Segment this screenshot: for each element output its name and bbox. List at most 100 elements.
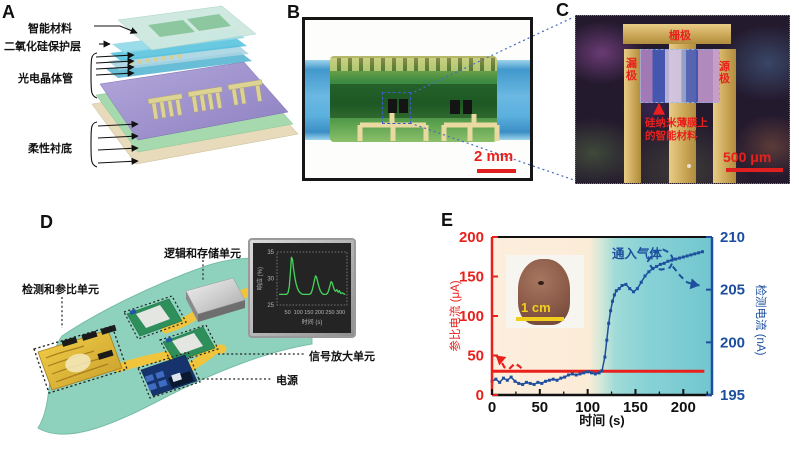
- monitor-chart-bg: [253, 243, 351, 333]
- data-point: [563, 375, 567, 379]
- transistor-chip: [399, 99, 408, 113]
- monitor-xtick-label: 100: [294, 310, 303, 316]
- annotation-smart-material: 智能材料: [28, 23, 72, 35]
- data-point: [609, 309, 613, 313]
- monitor-plot-frame: [276, 251, 348, 306]
- data-point: [632, 290, 636, 294]
- right-tick-label: 210: [720, 229, 745, 246]
- data-point: [697, 251, 701, 255]
- data-point: [586, 370, 590, 374]
- monitor-response-curve: [279, 256, 346, 296]
- data-point: [689, 253, 693, 257]
- scale-bar-label: 500 μm: [723, 149, 772, 165]
- drain-label: 漏极: [626, 58, 637, 83]
- monitor-ytick-label: 35: [267, 250, 274, 256]
- data-point: [509, 375, 513, 379]
- monitor-ytick-label: 30: [267, 277, 274, 283]
- data-point: [612, 293, 616, 297]
- monitor-xlabel: 时间 (s): [302, 318, 323, 326]
- material-note-line1: 硅纳米薄膜上: [645, 117, 708, 129]
- source-label: 源极: [719, 61, 730, 86]
- transistor-pattern-squares: [130, 53, 182, 65]
- data-point: [521, 382, 525, 386]
- data-point: [559, 376, 563, 380]
- x-axis-title: 时间 (s): [579, 413, 625, 428]
- annotation-substrate: 柔性衬底: [28, 143, 72, 155]
- data-point: [674, 257, 678, 261]
- data-point: [670, 258, 674, 262]
- data-point: [490, 379, 494, 383]
- monitor-xtick-label: 300: [336, 310, 345, 316]
- data-point: [597, 371, 601, 375]
- data-point: [693, 252, 697, 256]
- data-point: [567, 373, 571, 377]
- data-point: [589, 371, 593, 375]
- data-point: [494, 377, 498, 381]
- left-axis-title: 参比电流 (μA): [448, 280, 462, 351]
- annotation-sio2: 二氧化硅保护层: [4, 41, 81, 53]
- scale-bar: [726, 168, 783, 172]
- monitor-chart: 25 30 35 50 100 150 200 250 300 时间 (s) 响应 (%): [253, 243, 351, 333]
- data-point: [555, 378, 559, 382]
- gate-electrode-bar: [623, 24, 731, 44]
- drain-electrode-bar: [624, 49, 641, 183]
- data-point: [582, 371, 586, 375]
- data-point: [681, 255, 685, 259]
- detection-current-dashed-arrow: [672, 265, 700, 287]
- data-point: [547, 378, 551, 382]
- transistor-chip: [388, 99, 397, 113]
- data-point: [662, 261, 666, 265]
- film-top-texture: [330, 58, 497, 71]
- data-point: [600, 369, 604, 373]
- left-tick-label: 200: [459, 229, 484, 246]
- transistor-micrograph: 栅极 漏极 源极 硅纳米薄膜上 的智能材料 500 μm: [575, 15, 790, 184]
- transistor-chip: [463, 100, 472, 114]
- data-point: [505, 378, 509, 382]
- data-point: [628, 287, 632, 291]
- data-point: [498, 380, 502, 384]
- gate-label: 栅极: [669, 30, 691, 42]
- data-point: [647, 270, 651, 274]
- reference-current-dashed-arrow: [495, 354, 526, 372]
- data-point: [607, 321, 611, 325]
- annotation-power: 电源: [276, 375, 298, 387]
- monitor-ylabel: 响应 (%): [256, 267, 264, 290]
- data-point: [666, 259, 670, 263]
- monitor-xtick-label: 50: [285, 310, 291, 316]
- phototransistor-purple-layer: [99, 61, 289, 141]
- data-point: [570, 372, 574, 376]
- logic-storage-chip: [185, 277, 246, 322]
- data-point: [651, 267, 655, 271]
- gold-electrode-combs: [147, 79, 263, 120]
- left-tick-label: 150: [459, 269, 484, 286]
- power-chip: [137, 351, 201, 399]
- monitor-screen: 25 30 35 50 100 150 200 250 300 时间 (s) 响应 (%): [253, 243, 351, 333]
- data-point: [700, 250, 704, 254]
- data-point: [635, 287, 639, 291]
- sio2-layer-shape: [112, 29, 245, 53]
- smart-material-region: [640, 49, 720, 103]
- panel-a-label: A: [2, 2, 15, 22]
- data-point: [574, 373, 578, 377]
- annotation-signal-amp: 信号放大单元: [309, 351, 375, 363]
- monitor-xtick-label: 200: [315, 310, 324, 316]
- amplifier-chip-2: [159, 324, 219, 365]
- material-note-line2: 的智能材料: [645, 130, 698, 142]
- left-tick-label: 50: [467, 348, 484, 365]
- substrate-bracket: [90, 121, 98, 168]
- data-point: [624, 282, 628, 286]
- panel-d-label: D: [40, 212, 53, 232]
- right-axis-title: 检测电流 (nA): [754, 285, 768, 356]
- data-point: [528, 381, 532, 385]
- data-point: [639, 280, 643, 284]
- reference-current-dashed-arrow-arrowhead: [495, 355, 507, 366]
- data-point: [513, 379, 517, 383]
- data-point: [603, 355, 607, 359]
- data-point: [544, 379, 548, 383]
- data-point: [685, 254, 689, 258]
- data-point: [517, 381, 521, 385]
- phototransistor-bracket: [90, 52, 98, 99]
- data-point: [620, 283, 624, 287]
- fingertip-inset-photo: 1 cm: [506, 255, 584, 328]
- detection-reference-chip: [33, 324, 128, 394]
